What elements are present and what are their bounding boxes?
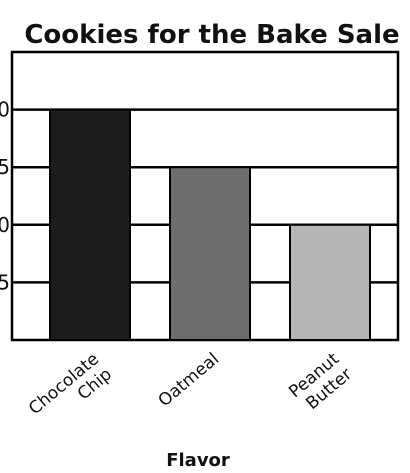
chart-title: Cookies for the Bake Sale	[24, 20, 399, 50]
bar	[49, 108, 131, 341]
y-tick-labels: 5 0 5 0	[0, 98, 10, 295]
x-axis-label: Flavor	[166, 450, 230, 471]
category-label-line: Oatmeal	[155, 349, 223, 411]
y-tick-label: 5	[0, 155, 10, 179]
bars	[49, 108, 371, 341]
y-tick-label: 0	[0, 213, 10, 237]
bar	[169, 166, 251, 341]
y-tick-label: 5	[0, 270, 10, 294]
bar	[289, 223, 371, 341]
category-label: Oatmeal	[155, 349, 223, 411]
y-tick-label: 0	[0, 98, 10, 122]
